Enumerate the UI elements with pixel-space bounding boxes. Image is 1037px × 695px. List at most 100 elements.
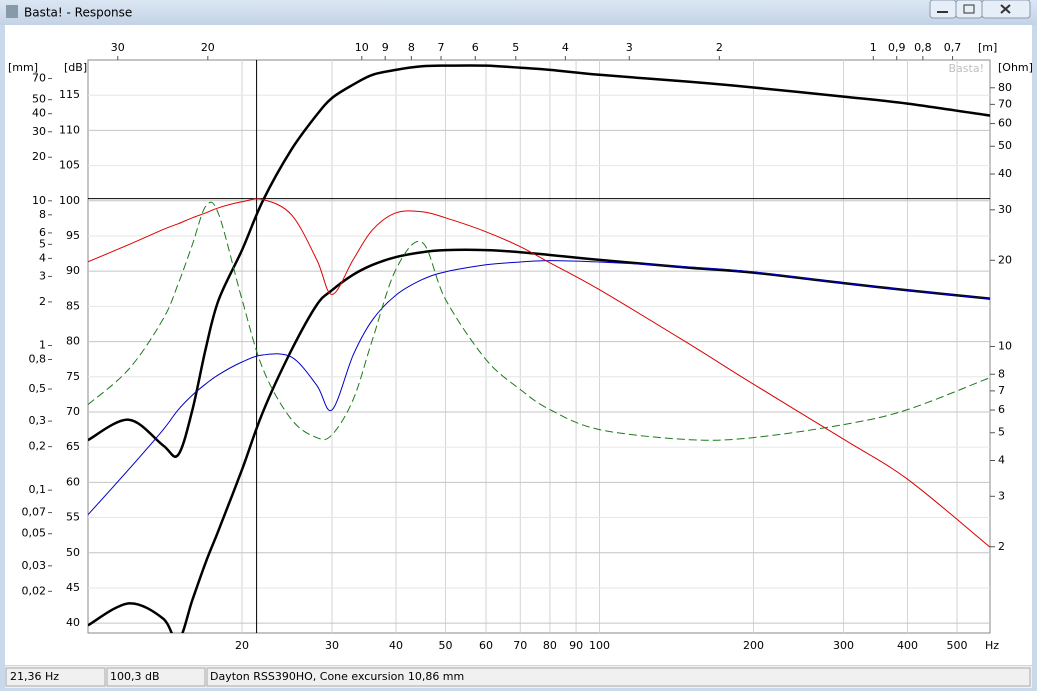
x-tick-label: 70 [513, 639, 527, 652]
x2-tick-label: 0,7 [944, 41, 962, 54]
x-tick-label: 90 [569, 639, 583, 652]
curve [88, 64, 990, 458]
maximize-button[interactable] [955, 0, 983, 19]
x2-tick-label: 9 [382, 41, 389, 54]
x2-tick-label: 0,9 [888, 41, 906, 54]
ymm-tick-label: 0,5 [29, 382, 47, 395]
x-tick-label: 300 [833, 639, 854, 652]
y2-tick-label: 7 [998, 384, 1005, 397]
y-tick-label: 110 [59, 123, 80, 136]
maximize-icon [963, 4, 975, 14]
ymm-tick-label: 10 [32, 194, 46, 207]
grid [88, 60, 990, 633]
ymm-tick-label: 0,2 [29, 440, 47, 453]
y-tick-label: 90 [66, 264, 80, 277]
close-icon [1000, 4, 1011, 14]
x2-tick-label: 2 [716, 41, 723, 54]
y2-tick-label: 50 [998, 139, 1012, 152]
y-tick-label: 115 [59, 88, 80, 101]
status-pane [106, 667, 206, 687]
plot [88, 64, 990, 633]
status-bar [5, 666, 1032, 688]
y2-tick-label: 40 [998, 167, 1012, 180]
x-tick-label: 200 [743, 639, 764, 652]
x2-tick-label: 7 [438, 41, 445, 54]
y2-tick-label: 3 [998, 489, 1005, 502]
y-tick-label: 75 [66, 370, 80, 383]
y2-tick-label: 6 [998, 403, 1005, 416]
ymm-tick-label: 0,1 [29, 483, 47, 496]
ymm-tick-label: 5 [39, 237, 46, 250]
x-axis-label: Hz [985, 639, 999, 652]
status-frequency: 21,36 Hz [10, 670, 59, 683]
ymm-tick-label: 0,02 [22, 584, 47, 597]
y-axis-label: [dB] [64, 61, 87, 74]
y2-tick-label: 20 [998, 253, 1012, 266]
status-info: Dayton RSS390HO, Cone excursion 10,86 mm [210, 670, 464, 683]
x-tick-label: 20 [235, 639, 249, 652]
x-tick-label: 400 [897, 639, 918, 652]
y-tick-label: 65 [66, 440, 80, 453]
ymm-tick-label: 70 [32, 72, 46, 85]
y2-tick-label: 10 [998, 340, 1012, 353]
ymm-tick-label: 3 [39, 269, 46, 282]
x2-tick-label: 3 [626, 41, 633, 54]
ymm-tick-label: 0,03 [22, 559, 47, 572]
y2-tick-label: 80 [998, 81, 1012, 94]
y-tick-label: 45 [66, 581, 80, 594]
ymm-tick-label: 40 [32, 107, 46, 120]
ymm-tick-label: 0,3 [29, 414, 47, 427]
curve [88, 201, 990, 441]
y-tick-label: 60 [66, 475, 80, 488]
y-tick-label: 95 [66, 229, 80, 242]
status-pane [206, 667, 1031, 687]
curve [88, 198, 990, 548]
ymm-tick-label: 6 [39, 226, 46, 239]
y-tick-label: 55 [66, 511, 80, 524]
ymm-axis-label: [mm] [8, 61, 38, 74]
ymm-tick-label: 50 [32, 93, 46, 106]
minimize-button[interactable] [929, 0, 957, 19]
status-pane [5, 667, 106, 687]
x-tick-label: 80 [543, 639, 557, 652]
y2-tick-label: 4 [998, 454, 1005, 467]
title-bar [0, 0, 1037, 25]
status-level: 100,3 dB [110, 670, 160, 683]
watermark: Basta! [949, 62, 984, 75]
y-tick-label: 100 [59, 194, 80, 207]
y2-tick-label: 2 [998, 540, 1005, 553]
x2-tick-label: 4 [562, 41, 569, 54]
ymm-tick-label: 1 [39, 338, 46, 351]
y2-tick-label: 70 [998, 97, 1012, 110]
ymm-tick-label: 4 [39, 251, 46, 264]
x-tick-label: 50 [439, 639, 453, 652]
x2-tick-label: 5 [512, 41, 519, 54]
x2-tick-label: 0,8 [914, 41, 932, 54]
y2-tick-label: 30 [998, 203, 1012, 216]
y2-tick-label: 5 [998, 426, 1005, 439]
curve [88, 260, 990, 516]
y2-axis-label: [Ohm] [998, 61, 1033, 74]
curve [88, 248, 990, 633]
app-icon [6, 5, 18, 18]
y-tick-label: 40 [66, 616, 80, 629]
client-area [5, 25, 1032, 665]
x2-tick-label: 30 [111, 41, 125, 54]
window-title: Basta! - Response [24, 6, 132, 20]
y-tick-label: 85 [66, 299, 80, 312]
x-tick-label: 60 [479, 639, 493, 652]
x-tick-label: 500 [947, 639, 968, 652]
ymm-tick-label: 0,07 [22, 506, 47, 519]
x2-tick-label: 10 [355, 41, 369, 54]
ymm-tick-label: 0,05 [22, 527, 47, 540]
x-tick-label: 40 [389, 639, 403, 652]
ymm-tick-label: 30 [32, 125, 46, 138]
ymm-tick-label: 2 [39, 295, 46, 308]
x2-tick-label: 20 [201, 41, 215, 54]
y-tick-label: 70 [66, 405, 80, 418]
x-tick-label: 100 [589, 639, 610, 652]
ymm-tick-label: 8 [39, 208, 46, 221]
x2-tick-label: 1 [870, 41, 877, 54]
y2-tick-label: 60 [998, 117, 1012, 130]
